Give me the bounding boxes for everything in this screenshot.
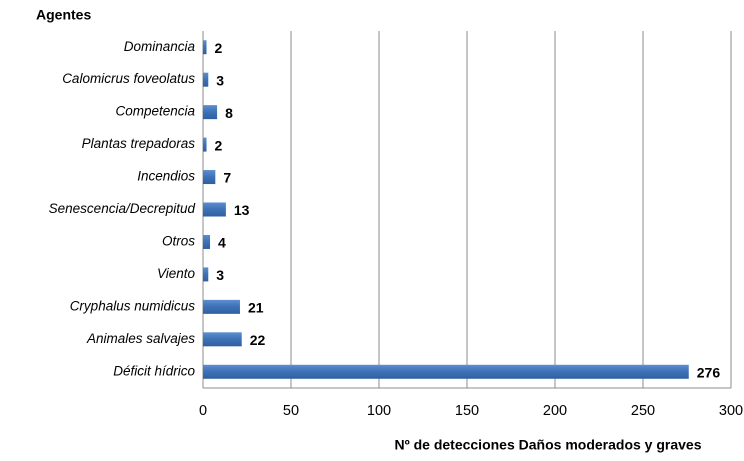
bar	[203, 267, 209, 282]
bar	[203, 332, 242, 347]
y-tick-label: Viento	[157, 266, 196, 281]
value-label: 8	[225, 105, 233, 121]
x-tick-label: 0	[199, 403, 207, 419]
y-axis-title: Agentes	[36, 7, 91, 23]
value-label: 21	[248, 300, 264, 316]
x-tick-label: 200	[543, 403, 567, 419]
bar	[203, 170, 216, 185]
y-tick-label: Competencia	[115, 104, 195, 119]
x-tick-label: 300	[719, 403, 743, 419]
value-label: 3	[216, 267, 224, 283]
value-label: 276	[697, 364, 721, 380]
value-label: 2	[215, 40, 223, 56]
x-axis-title: Nº de detecciones Daños moderados y grav…	[394, 437, 701, 453]
value-label: 2	[215, 137, 223, 153]
x-tick-label: 250	[631, 403, 655, 419]
value-label: 4	[218, 235, 226, 251]
value-label: 3	[216, 72, 224, 88]
y-tick-label: Calomicrus foveolatus	[62, 71, 195, 86]
bar	[203, 234, 211, 249]
bar	[203, 40, 207, 55]
y-tick-label: Déficit hídrico	[113, 363, 195, 378]
bar	[203, 72, 209, 87]
y-tick-label: Plantas trepadoras	[82, 136, 196, 151]
value-label: 22	[250, 332, 266, 348]
y-tick-label: Senescencia/Decrepitud	[49, 201, 196, 216]
bar	[203, 299, 240, 314]
y-tick-label: Cryphalus numidicus	[70, 298, 196, 313]
x-tick-label: 150	[455, 403, 479, 419]
x-tick-label: 50	[283, 403, 299, 419]
y-tick-label: Dominancia	[124, 39, 196, 54]
bar	[203, 105, 218, 120]
y-tick-label: Animales salvajes	[86, 331, 195, 346]
x-tick-label: 100	[367, 403, 391, 419]
bar	[203, 364, 689, 379]
y-tick-label: Incendios	[137, 169, 195, 184]
y-tick-label: Otros	[162, 234, 195, 249]
value-label: 13	[234, 202, 250, 218]
bar	[203, 202, 226, 217]
bar	[203, 137, 207, 152]
value-label: 7	[223, 170, 231, 186]
